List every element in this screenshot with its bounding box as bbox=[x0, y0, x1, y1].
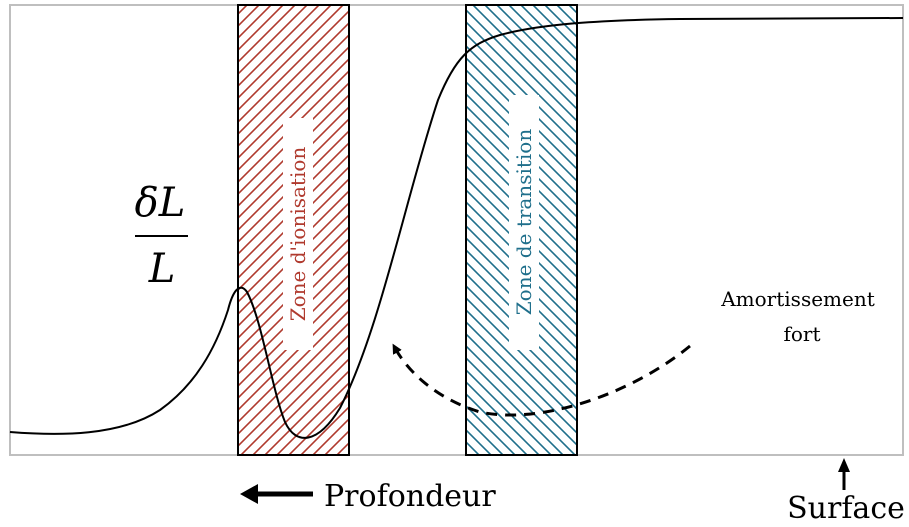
damping-annotation-line1: Amortissement bbox=[720, 287, 875, 311]
surface-indicator: Surface bbox=[787, 458, 905, 526]
depth-indicator: Profondeur bbox=[240, 479, 496, 514]
damping-annotation: Amortissement fort bbox=[392, 287, 875, 417]
damping-annotation-line2: fort bbox=[783, 322, 820, 346]
surface-label: Surface bbox=[787, 491, 905, 526]
transition-zone-label: Zone de transition bbox=[512, 129, 536, 316]
ionisation-label-background bbox=[283, 118, 313, 350]
depth-arrow-head bbox=[240, 484, 258, 504]
y-axis-label: δL L bbox=[135, 180, 188, 292]
transition-label-background bbox=[509, 95, 539, 350]
ionisation-zone-label: Zone d'ionisation bbox=[286, 147, 310, 322]
luminosity-variation-curve bbox=[9, 17, 904, 439]
plot-frame bbox=[9, 4, 904, 456]
damping-arrow bbox=[392, 343, 691, 417]
y-label-numerator: δL bbox=[135, 180, 186, 226]
ionisation-zone: Zone d'ionisation bbox=[237, 4, 350, 456]
surface-arrow-head bbox=[838, 458, 850, 472]
transition-zone: Zone de transition bbox=[465, 4, 578, 456]
depth-label: Profondeur bbox=[324, 479, 496, 514]
y-label-denominator: L bbox=[148, 246, 176, 292]
